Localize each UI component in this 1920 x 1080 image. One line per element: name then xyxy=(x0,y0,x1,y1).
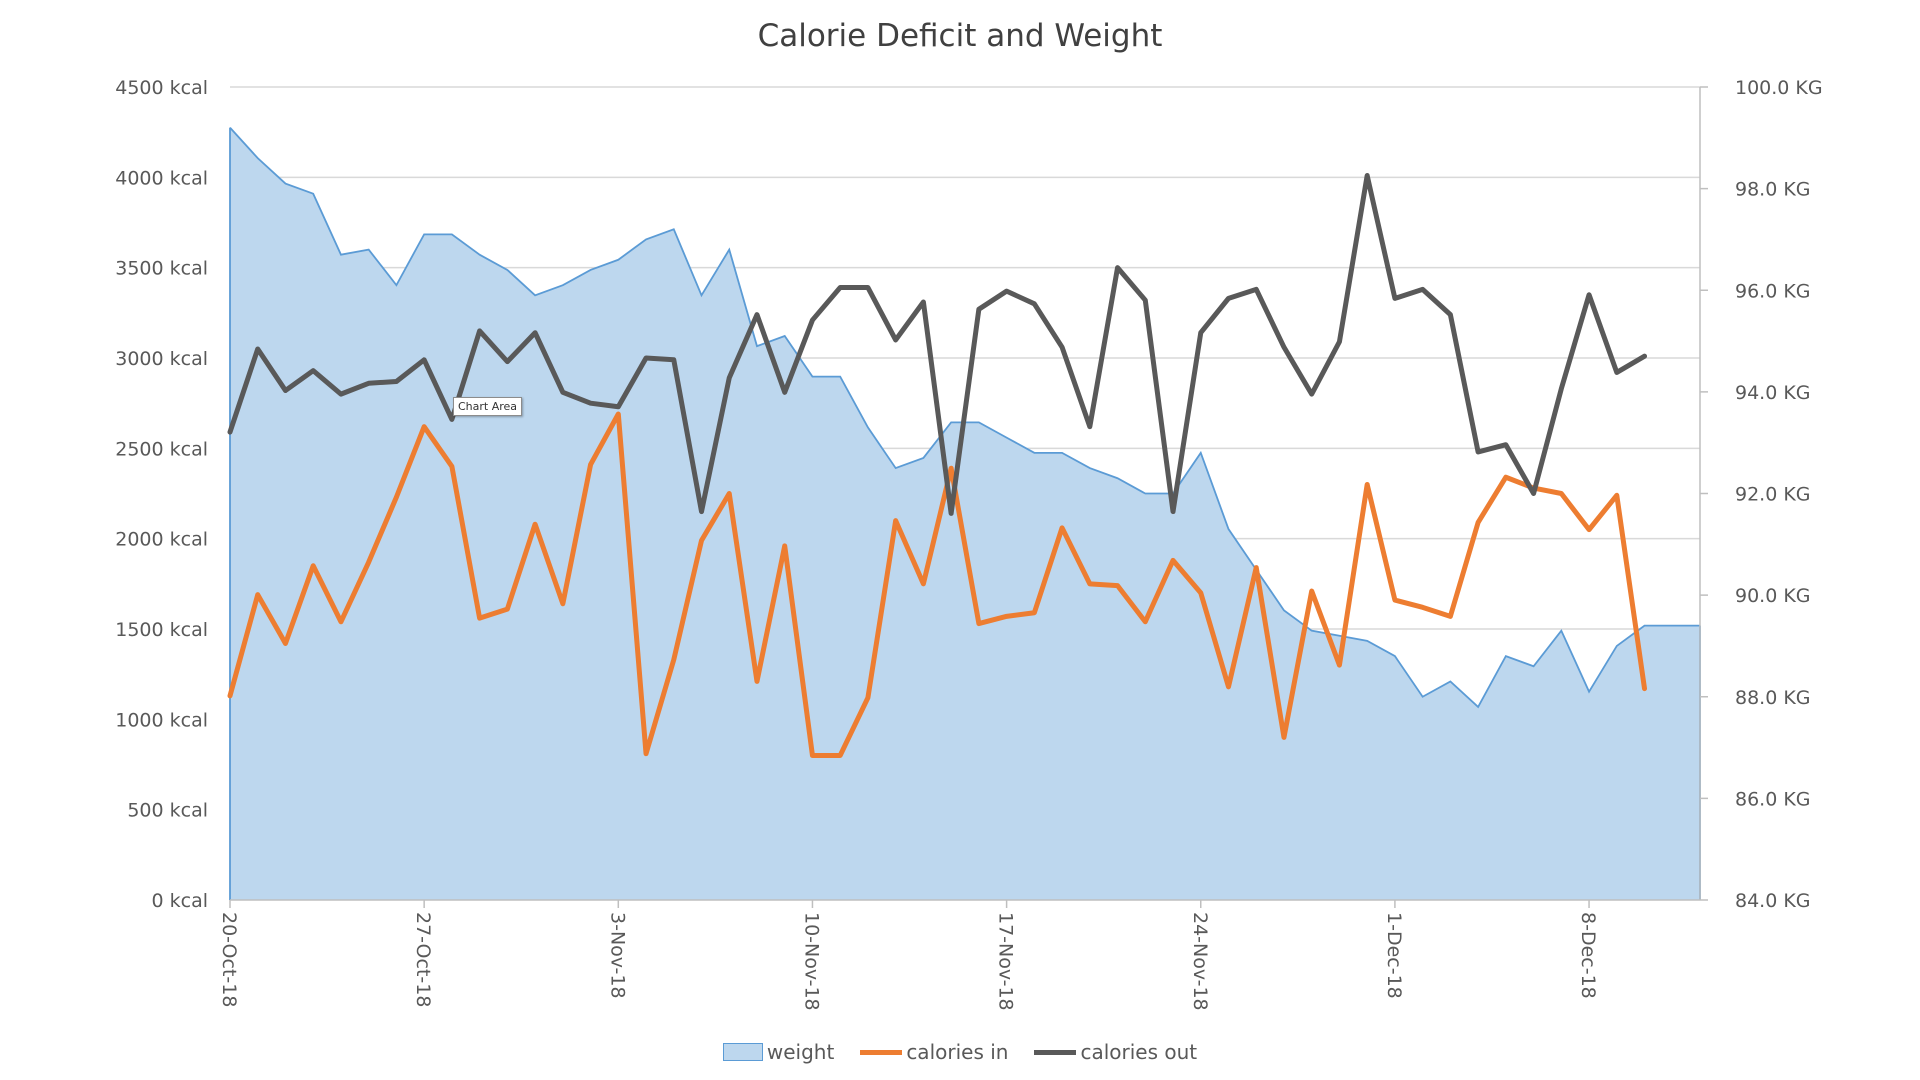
x-tick-label: 10-Nov-18 xyxy=(800,912,822,1011)
x-tick-label: 1-Dec-18 xyxy=(1383,912,1405,999)
legend-swatch-calories-out xyxy=(1034,1049,1077,1055)
legend-label-calories-out: calories out xyxy=(1080,1040,1198,1064)
y-right-tick-label: 92.0 KG xyxy=(1735,484,1811,506)
legend-label-weight: weight xyxy=(766,1040,835,1064)
y-left-tick-label: 3000 kcal xyxy=(115,348,208,370)
calories-out-line xyxy=(227,173,1648,516)
y-left-tick-label: 500 kcal xyxy=(127,800,208,822)
y-right-tick-label: 88.0 KG xyxy=(1735,687,1811,709)
y-right-tick-label: 86.0 KG xyxy=(1735,788,1811,810)
chart-title: Calorie Deficit and Weight xyxy=(757,18,1163,54)
y-left-tick-label: 2500 kcal xyxy=(115,438,208,460)
y-right-tick-label: 84.0 KG xyxy=(1735,890,1811,912)
x-tick-label: 24-Nov-18 xyxy=(1189,912,1211,1011)
y-left-tick-label: 1500 kcal xyxy=(115,619,208,641)
x-tick-label: 8-Dec-18 xyxy=(1577,912,1599,999)
y-right-tick-label: 94.0 KG xyxy=(1735,382,1811,404)
legend-swatch-calories-in xyxy=(860,1049,903,1055)
y-right-tick-label: 100.0 KG xyxy=(1735,77,1823,99)
y-left-tick-label: 3500 kcal xyxy=(115,258,208,280)
legend: weight calories in calories out xyxy=(0,1040,1920,1064)
x-tick-label: 20-Oct-18 xyxy=(218,912,240,1007)
legend-item-calories-out[interactable]: calories out xyxy=(1034,1040,1197,1064)
y-left-tick-label: 1000 kcal xyxy=(115,709,208,731)
legend-swatch-weight xyxy=(722,1043,763,1061)
y-left-tick-label: 2000 kcal xyxy=(115,529,208,551)
weight-area xyxy=(230,127,1700,900)
y-right-tick-label: 96.0 KG xyxy=(1735,280,1811,302)
calories-in-line xyxy=(227,411,1648,758)
y-left-tick-label: 4000 kcal xyxy=(115,167,208,189)
y-left-tick-label: 4500 kcal xyxy=(115,77,208,99)
legend-item-calories-in[interactable]: calories in xyxy=(860,1040,1008,1064)
x-tick-label: 17-Nov-18 xyxy=(995,912,1017,1011)
legend-label-calories-in: calories in xyxy=(906,1040,1009,1064)
legend-item-weight[interactable]: weight xyxy=(722,1040,835,1064)
x-tick-label: 3-Nov-18 xyxy=(606,912,628,999)
chart-area-tooltip: Chart Area xyxy=(453,397,523,416)
x-tick-label: 27-Oct-18 xyxy=(412,912,434,1007)
y-right-tick-label: 90.0 KG xyxy=(1735,585,1811,607)
tick-labels-layer: 0 kcal 500 kcal 1000 kcal 1500 kcal 2000 kca… xyxy=(115,77,1822,1011)
y-left-tick-label: 0 kcal xyxy=(152,890,209,912)
weight-area-layer xyxy=(229,127,1701,900)
y-right-tick-label: 98.0 KG xyxy=(1735,179,1811,201)
lines-layer xyxy=(227,173,1648,758)
axes-layer xyxy=(229,86,1708,908)
